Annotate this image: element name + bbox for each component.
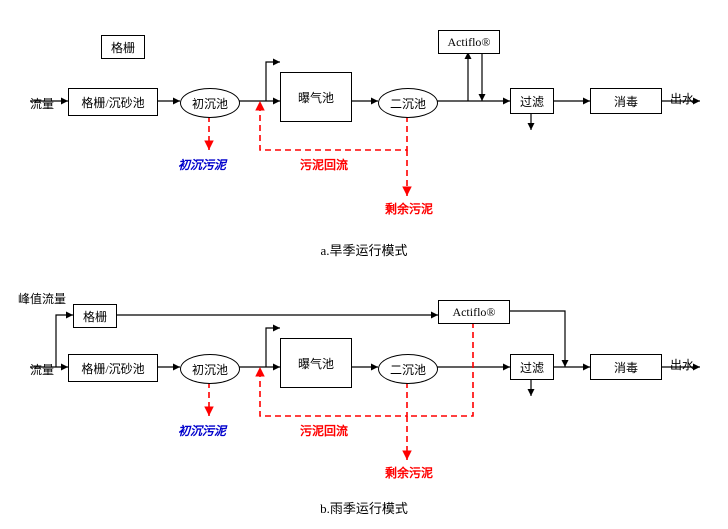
node-primary_clarifier: 初沉池 bbox=[180, 354, 240, 384]
node-actiflo: Actiflo® bbox=[438, 300, 510, 324]
node-aeration_tank: 曝气池 bbox=[280, 338, 352, 388]
label-excess-sludge-a: 剩余污泥 bbox=[385, 200, 433, 217]
label-outflow-b: 出水 bbox=[670, 356, 694, 373]
node-screen_small: 格栅 bbox=[101, 35, 145, 59]
caption-a: a.旱季运行模式 bbox=[0, 240, 728, 259]
node-screen_grit: 格栅/沉砂池 bbox=[68, 354, 158, 382]
label-peak-inflow-b: 峰值流量 bbox=[18, 290, 66, 307]
node-disinfection: 消毒 bbox=[590, 88, 662, 114]
connector-lines-svg bbox=[0, 0, 728, 529]
node-screen_grit: 格栅/沉砂池 bbox=[68, 88, 158, 116]
label-inflow-a: 流量 bbox=[30, 95, 54, 112]
label-sludge-return-b: 污泥回流 bbox=[300, 422, 348, 439]
node-primary_clarifier: 初沉池 bbox=[180, 88, 240, 118]
node-disinfection: 消毒 bbox=[590, 354, 662, 380]
node-actiflo: Actiflo® bbox=[438, 30, 500, 54]
node-secondary_clarifier: 二沉池 bbox=[378, 88, 438, 118]
node-filtration: 过滤 bbox=[510, 88, 554, 114]
node-aeration_tank: 曝气池 bbox=[280, 72, 352, 122]
node-secondary_clarifier: 二沉池 bbox=[378, 354, 438, 384]
label-excess-sludge-b: 剩余污泥 bbox=[385, 464, 433, 481]
diagram-canvas: 格栅格栅/沉砂池初沉池曝气池二沉池Actiflo®过滤消毒 格栅格栅/沉砂池初沉… bbox=[0, 0, 728, 529]
label-sludge-return-a: 污泥回流 bbox=[300, 156, 348, 173]
label-outflow-a: 出水 bbox=[670, 90, 694, 107]
caption-b: b.雨季运行模式 bbox=[0, 498, 728, 517]
node-screen_small: 格栅 bbox=[73, 304, 117, 328]
label-primary-sludge-a: 初沉污泥 bbox=[178, 156, 226, 173]
label-inflow-b: 流量 bbox=[30, 361, 54, 378]
label-primary-sludge-b: 初沉污泥 bbox=[178, 422, 226, 439]
node-filtration: 过滤 bbox=[510, 354, 554, 380]
